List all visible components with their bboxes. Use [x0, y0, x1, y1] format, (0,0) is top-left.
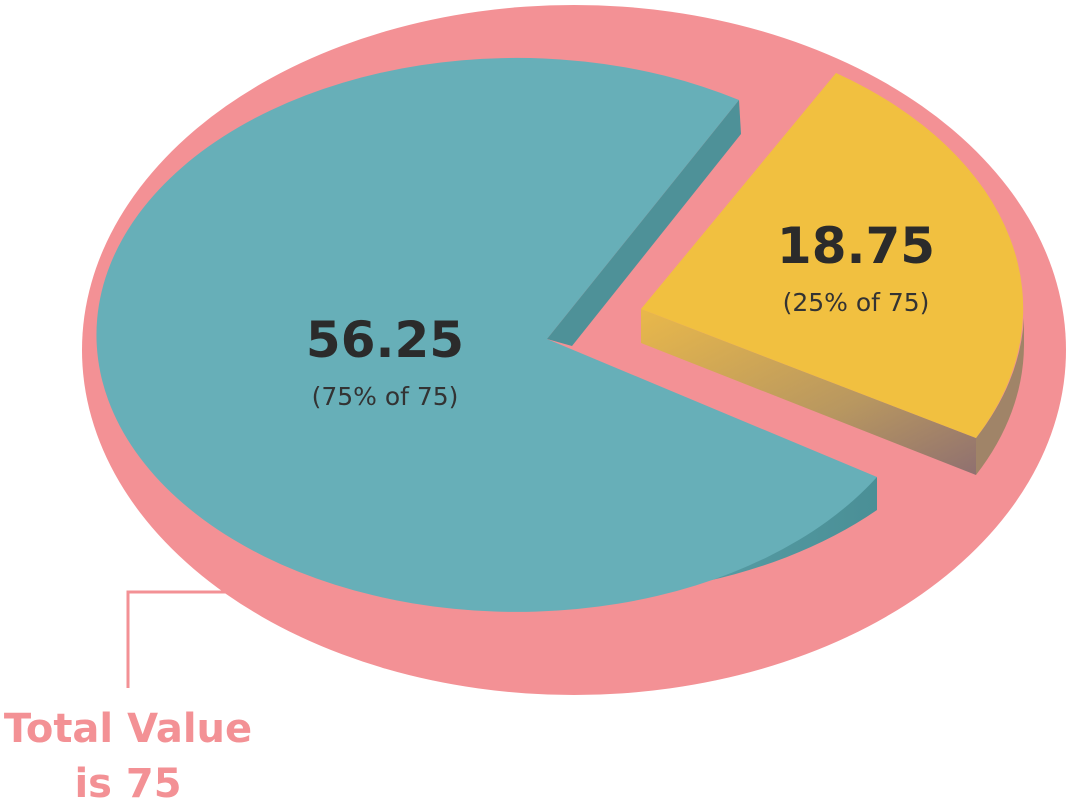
slice-percent-label-56-25: (75% of 75) [312, 382, 459, 411]
slice-percent-label-18-75: (25% of 75) [783, 288, 930, 317]
slice-56-25 [96, 57, 878, 612]
total-annotation-line2: is 75 [74, 761, 181, 807]
slice-side-18-75 [641, 309, 976, 475]
slice-cut-face-56-25 [547, 100, 741, 346]
slice-side-outer-18-75 [976, 318, 1024, 475]
slice-value-label-18-75: 18.75 [777, 217, 935, 275]
total-annotation-leader-line [126, 590, 228, 688]
slice-value-label-56-25: 56.25 [306, 311, 464, 369]
total-annotation-line1: Total Value [4, 706, 252, 752]
slice-18-75 [641, 73, 1024, 438]
